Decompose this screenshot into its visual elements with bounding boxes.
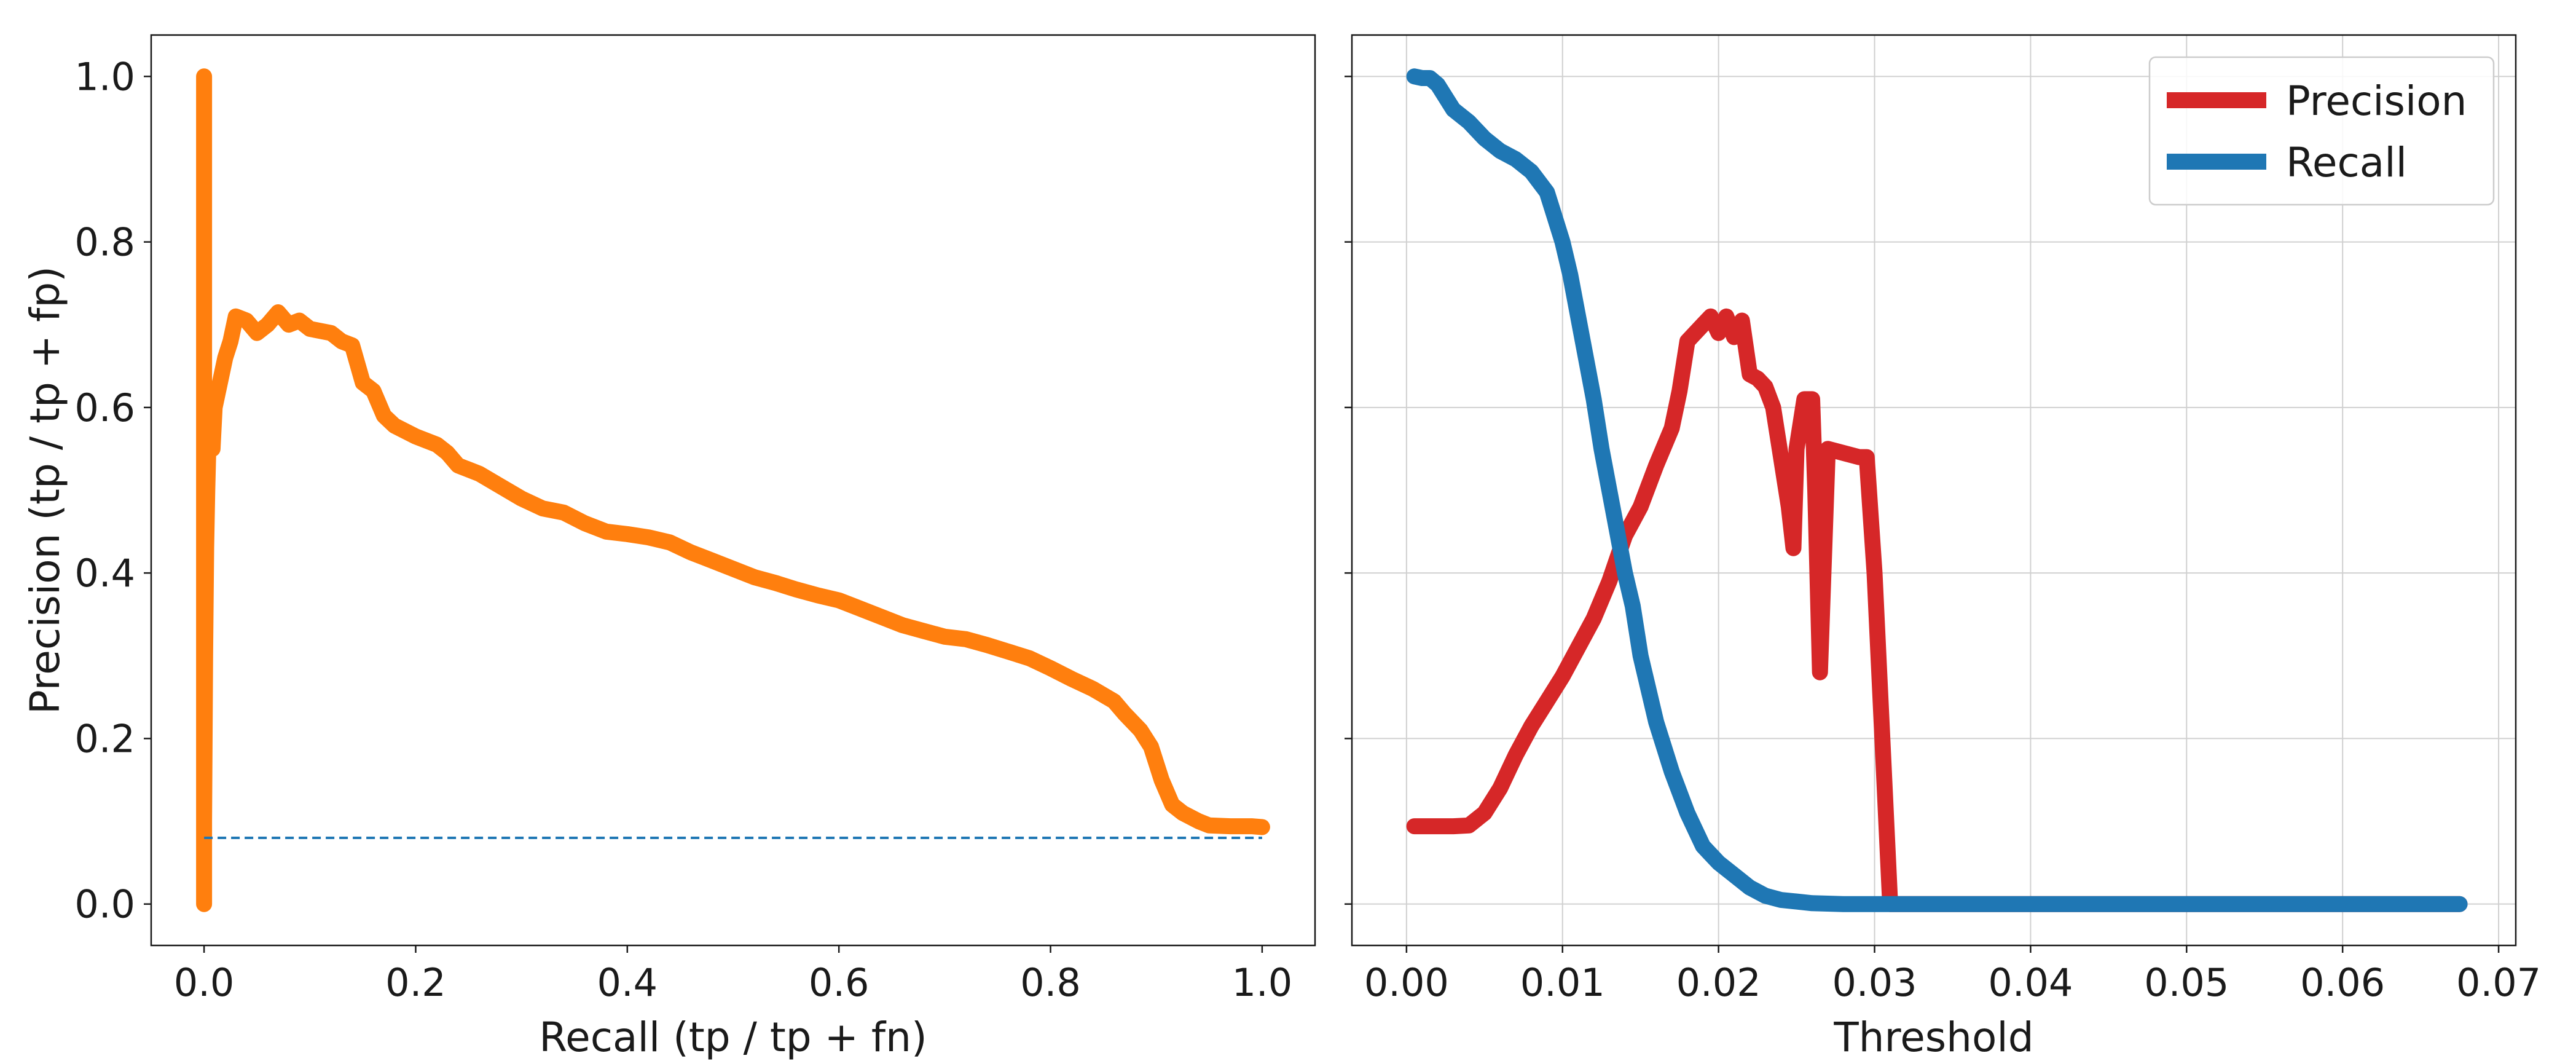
x-tick-label: 1.0 — [1232, 960, 1293, 1005]
series-line-recall — [1406, 68, 2468, 912]
x-tick-label: 0.01 — [1520, 960, 1605, 1005]
legend-label-precision: Precision — [2286, 77, 2467, 125]
y-axis-label: Precision (tp / tp + fp) — [22, 266, 69, 714]
x-axis-label: Recall (tp / tp + fn) — [539, 1014, 927, 1061]
x-tick-label: 0.00 — [1364, 960, 1449, 1005]
x-tick-label: 0.05 — [2144, 960, 2229, 1005]
x-tick-label: 0.6 — [809, 960, 870, 1005]
y-tick-label: 0.6 — [74, 385, 135, 430]
y-tick-label: 0.2 — [74, 716, 135, 761]
precision-recall-panel: 0.0 0.2 0.4 0.6 0.8 1.0 0.0 0.2 0.4 0.6 0.8 1.0 Reca… — [22, 34, 1316, 1061]
pr-curve-line — [196, 68, 1270, 912]
y-tick-label: 1.0 — [74, 54, 135, 99]
x-axis-label: Threshold — [1833, 1014, 2033, 1061]
x-tick-label: 0.2 — [385, 960, 446, 1005]
y-tick-label: 0.0 — [74, 882, 135, 927]
x-tick-label: 0.07 — [2456, 960, 2541, 1005]
x-tick-label: 0.06 — [2300, 960, 2385, 1005]
plot-frame — [150, 34, 1316, 947]
x-tick-label: 0.0 — [174, 960, 235, 1005]
legend-label-recall: Recall — [2286, 139, 2407, 186]
x-tick-label: 0.03 — [1832, 960, 1917, 1005]
x-tick-label: 0.04 — [1988, 960, 2073, 1005]
series-line-precision — [1406, 308, 2468, 912]
y-tick-label: 0.4 — [74, 551, 135, 596]
precision-recall-threshold-panel: 0.00 0.01 0.02 0.03 0.04 0.05 0.06 0.07 Threshol… — [1345, 34, 2541, 1061]
x-tick-label: 0.4 — [597, 960, 658, 1005]
y-tick-label: 0.8 — [74, 220, 135, 265]
x-tick-label: 0.8 — [1020, 960, 1081, 1005]
plot-frame — [1351, 34, 2517, 947]
x-tick-label: 0.02 — [1676, 960, 1761, 1005]
